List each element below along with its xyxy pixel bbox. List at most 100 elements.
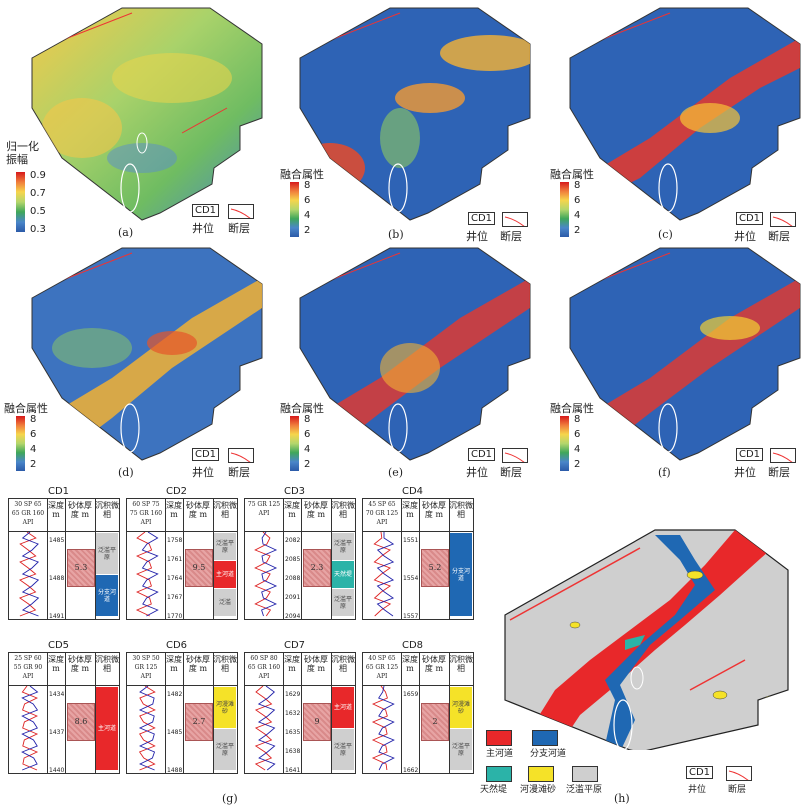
log-curves — [21, 686, 39, 771]
curve1-scale: 30 SP 65 — [14, 501, 42, 508]
legend-main-channel-label: 主河道 — [486, 749, 514, 759]
gr-curve — [141, 532, 159, 617]
well-log-box: 30 SP 65 65 GR 160 API 深度 m 砂体厚度 m 沉积微相 1485 14… — [8, 498, 120, 620]
sp-curve — [135, 532, 153, 617]
legend-well-label: 井位 — [192, 466, 214, 479]
colorbar-tick: 6 — [304, 429, 311, 440]
depth-tick: 1659 — [403, 691, 419, 698]
colorbar-tick: 0.7 — [30, 188, 46, 199]
legend-floodplain-swatch — [572, 766, 598, 782]
curve-unit: API — [140, 673, 152, 680]
header-divider — [363, 685, 473, 686]
curve1-scale: 45 SP 65 — [368, 501, 396, 508]
log-column-divider — [47, 499, 48, 619]
gr-curve — [378, 686, 395, 771]
colorbar-title: 融合属性 — [550, 402, 594, 415]
facies-cell: 河漫滩砂 — [214, 687, 236, 728]
curve2-scale: 75 GR 160 — [129, 510, 163, 517]
well-log-title: CD3 — [284, 486, 306, 497]
curve1-scale: 25 SP 60 — [14, 655, 42, 662]
legend-fault-symbol — [770, 212, 796, 227]
curve-scale: 60 SP 80 65 GR 160 API — [245, 654, 283, 681]
log-header-facies: 沉积微相 — [213, 655, 237, 673]
legend-well-symbol: CD1 — [192, 448, 220, 461]
header-divider — [245, 531, 355, 532]
colorbar-tick: 4 — [574, 444, 581, 455]
colorbar — [290, 416, 299, 471]
legend-fault-label: 断层 — [500, 230, 522, 243]
log-header-sand: 砂体厚度 m — [304, 501, 328, 519]
map-c-image — [569, 7, 801, 221]
log-column-divider — [95, 653, 96, 773]
depth-tick: 1758 — [167, 537, 183, 544]
colorbar-tick: 8 — [574, 180, 581, 191]
sand-body: 5.2 — [421, 549, 449, 587]
curve-scale: 60 SP 75 75 GR 160 API — [127, 500, 165, 527]
curve2-scale: 70 GR 125 — [365, 510, 399, 517]
log-header-depth: 深度 m — [284, 501, 300, 519]
legend-well-symbol: CD1 — [468, 448, 496, 461]
curve-scale: 75 GR 125 API — [245, 500, 283, 518]
well-log-box: 75 GR 125 API 深度 m 砂体厚度 m 沉积微相 2082 2085 2088 20… — [244, 498, 356, 620]
log-curves — [138, 686, 156, 771]
gr-curve — [138, 686, 156, 771]
curve2-scale: 65 GR 160 — [247, 664, 281, 671]
header-divider — [363, 531, 473, 532]
legend-levee-label: 天然堤 — [480, 785, 508, 795]
well-log-panel-g: CD1 30 SP 65 65 GR 160 API 深度 m 砂体厚度 m 沉积微相 148… — [0, 486, 474, 808]
well-log-title: CD5 — [48, 640, 70, 651]
legend-levee-swatch — [486, 766, 512, 782]
log-header-depth: 深度 m — [166, 655, 182, 673]
log-column-divider — [419, 653, 420, 773]
curve-unit: API — [22, 673, 34, 680]
log-column-divider — [183, 653, 184, 773]
legend-flood-sand-swatch — [528, 766, 554, 782]
facies-cell: 泛滥平原 — [332, 729, 354, 770]
curve2-scale: 65 GR 125 — [365, 664, 399, 671]
legend-fault-symbol — [502, 448, 528, 463]
facies-cell: 泛滥平原 — [214, 533, 236, 560]
legend-fault-symbol — [726, 766, 752, 781]
colorbar-tick: 2 — [574, 225, 581, 236]
log-header-facies: 沉积微相 — [449, 655, 473, 673]
map-panel-d: 融合属性 8 6 4 2 CD1 井位 断层 (d) — [0, 240, 265, 485]
log-curves — [254, 686, 276, 771]
colorbar-tick: 0.3 — [30, 224, 46, 235]
well-log-box: 60 SP 75 75 GR 160 API 深度 m 砂体厚度 m 沉积微相 1758 17… — [126, 498, 238, 620]
sand-body: 9.5 — [185, 549, 213, 587]
legend-fault-symbol — [228, 204, 254, 219]
colorbar-title: 融合属性 — [550, 168, 594, 181]
panel-label-c: (c) — [658, 228, 673, 241]
colorbar-tick: 2 — [304, 225, 311, 236]
depth-tick: 1488 — [167, 767, 183, 774]
log-curves — [254, 532, 278, 617]
facies-map-panel-h: 主河道 分支河道 天然堤 河漫滩砂 泛滥平原 CD1 井位 断层 (h) — [480, 520, 805, 808]
depth-tick: 1434 — [49, 691, 65, 698]
curve-unit: API — [258, 673, 270, 680]
log-header-sand: 砂体厚度 m — [68, 501, 92, 519]
curve-unit: API — [376, 519, 388, 526]
facies-cell: 泛滥平原 — [214, 729, 236, 770]
curve-scale: 40 SP 65 65 GR 125 API — [363, 654, 401, 681]
depth-tick: 1491 — [49, 613, 65, 620]
facies-cell: 河漫滩砂 — [450, 687, 472, 728]
curve-unit: API — [22, 519, 34, 526]
log-curves — [373, 532, 395, 617]
legend-floodplain-label: 泛滥平原 — [566, 785, 603, 795]
log-column-divider — [65, 653, 66, 773]
depth-tick: 1662 — [403, 767, 419, 774]
colorbar — [16, 416, 25, 471]
log-curves — [18, 532, 40, 617]
map-panel-e: 融合属性 8 6 4 2 CD1 井位 断层 (e) — [268, 240, 536, 485]
sp-curve — [138, 686, 156, 771]
colorbar-tick: 6 — [30, 429, 37, 440]
legend-fault-symbol — [502, 212, 528, 227]
colorbar — [16, 172, 25, 232]
gr-curve — [376, 532, 395, 617]
legend-well-symbol: CD1 — [192, 204, 220, 217]
curve2-scale: 55 GR 90 — [13, 664, 43, 671]
gr-curve — [261, 532, 278, 617]
sp-curve — [254, 686, 273, 771]
well-log-title: CD4 — [402, 486, 424, 497]
log-column-divider — [183, 499, 184, 619]
